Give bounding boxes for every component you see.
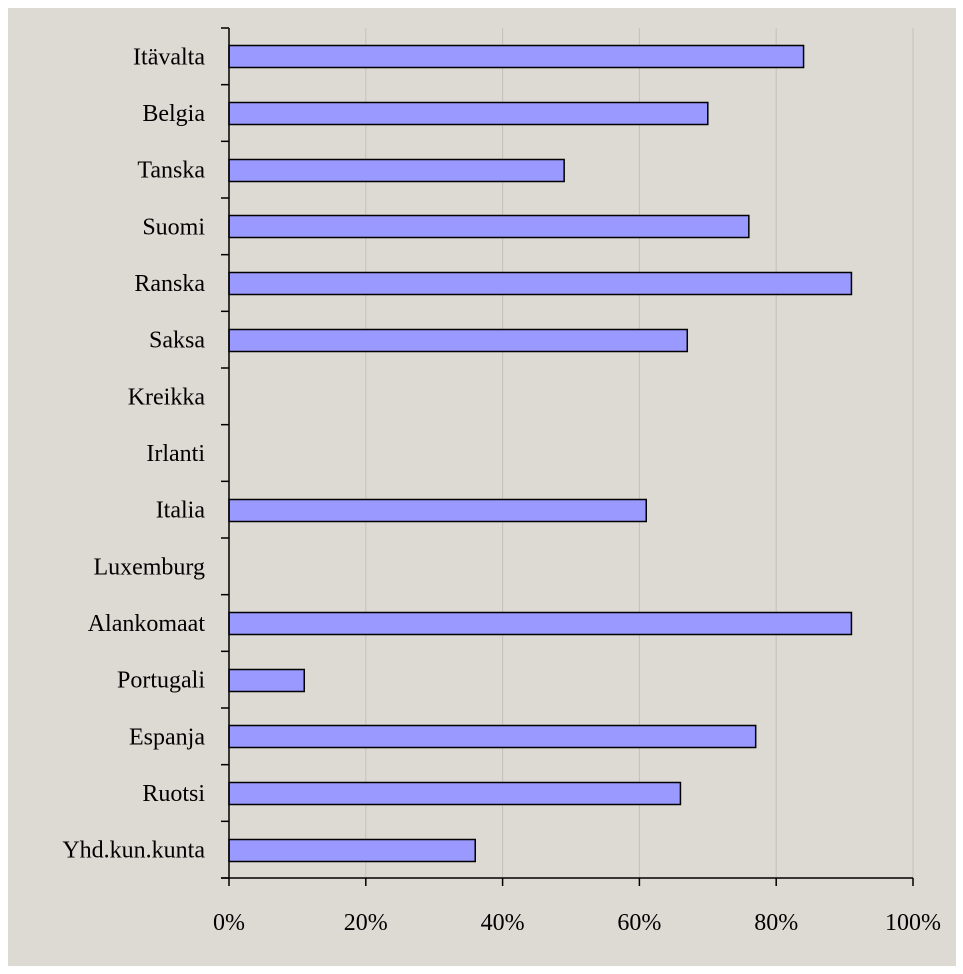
category-label: Ranska (134, 271, 205, 297)
category-label: Tanska (137, 158, 205, 184)
bar (228, 781, 682, 806)
labels: Itävalta Belgia Tanska Suomi Ranska Saksa Krei… (62, 44, 941, 936)
bar (228, 668, 305, 693)
category-label: Belgia (142, 101, 205, 127)
x-tick-label: 80% (754, 910, 798, 936)
category-label: Kreikka (128, 384, 206, 410)
plot-background (8, 8, 956, 966)
x-tick-label: 0% (213, 910, 245, 936)
bar (228, 158, 565, 183)
category-label: Ruotsi (142, 781, 205, 807)
category-label: Itävalta (133, 44, 205, 70)
category-label: Italia (156, 498, 206, 524)
category-label: Luxemburg (93, 554, 205, 580)
category-label: Saksa (149, 328, 205, 354)
category-label: Portugali (117, 668, 205, 694)
bar (228, 214, 750, 239)
x-tick-label: 100% (885, 910, 941, 936)
axes (221, 27, 914, 886)
category-label: Suomi (142, 214, 205, 240)
category-label: Espanja (129, 724, 205, 750)
bar (228, 101, 709, 126)
bar (228, 724, 757, 749)
bar (228, 44, 805, 69)
category-label: Yhd.kun.kunta (62, 838, 205, 864)
x-tick-label: 20% (344, 910, 388, 936)
bars (228, 44, 853, 863)
category-label: Alankomaat (88, 611, 206, 637)
category-label: Irlanti (146, 441, 205, 467)
x-tick-label: 40% (481, 910, 525, 936)
bar (228, 611, 853, 636)
bar (228, 328, 689, 353)
bar (228, 498, 647, 523)
bar (228, 271, 853, 296)
x-tick-label: 60% (617, 910, 661, 936)
bar (228, 838, 476, 863)
